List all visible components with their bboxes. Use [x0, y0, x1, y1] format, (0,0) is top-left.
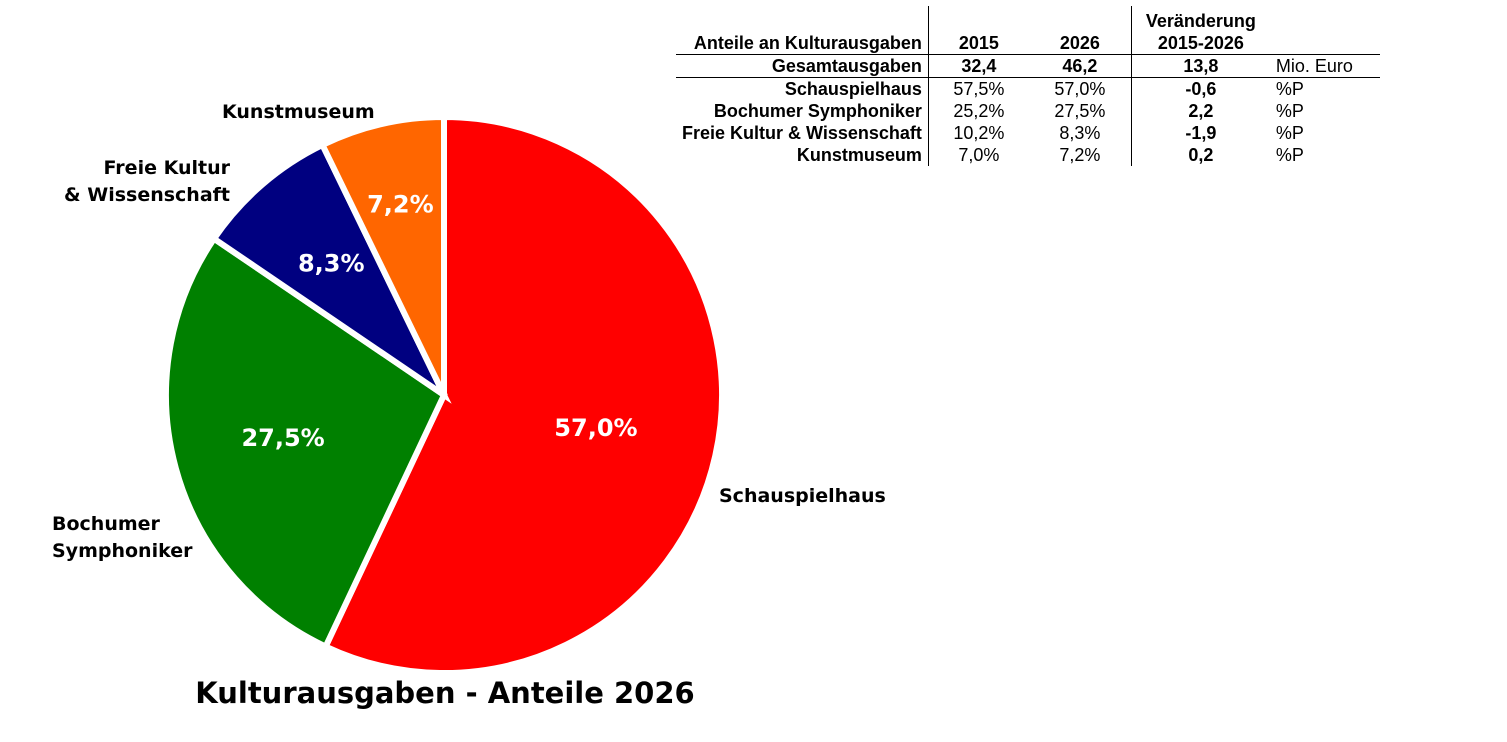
data-label-freie-kultur-wissenschaft: 8,3%	[298, 250, 365, 278]
table-header-row: Anteile an Kulturausgaben 2015 2026 Verä…	[676, 6, 1380, 55]
row-2015: 57,5%	[953, 79, 1005, 99]
pie-slice-kunstmuseum	[318, 113, 447, 397]
total-label: Gesamtausgaben	[676, 54, 929, 78]
total-2015: 32,4	[928, 54, 1029, 78]
category-label-symphoniker: Bochumer Symphoniker	[52, 513, 193, 562]
row-label: Bochumer Symphoniker	[676, 100, 929, 122]
row-change: -1,9	[1185, 123, 1217, 143]
category-label-kunstmuseum: Kunstmuseum	[222, 101, 375, 123]
total-unit: Mio. Euro	[1269, 54, 1380, 78]
data-label-bochumer-symphoniker: 27,5%	[241, 424, 324, 452]
row-label: Kunstmuseum	[676, 144, 929, 166]
row-change: 2,2	[1188, 101, 1214, 121]
row-2015: 7,0%	[958, 145, 1000, 165]
row-unit: %P	[1275, 123, 1304, 143]
total-2026: 46,2	[1028, 54, 1132, 78]
header-label: Anteile an Kulturausgaben	[676, 6, 929, 55]
header-change: Veränderung 2015-2026	[1131, 6, 1270, 55]
table-row: Schauspielhaus 57,5% 57,0% -0,6 %P	[676, 77, 1380, 100]
row-2026: 57,0%	[1028, 77, 1132, 100]
table-row: Kunstmuseum 7,0% 7,2% 0,2 %P	[676, 144, 1380, 166]
row-2026: 7,2%	[1028, 144, 1132, 166]
table-total-row: Gesamtausgaben 32,4 46,2 13,8 Mio. Euro	[676, 54, 1380, 78]
row-change: -0,6	[1185, 79, 1217, 99]
table-row: Freie Kultur & Wissenschaft 10,2% 8,3% -…	[676, 122, 1380, 144]
total-change: 13,8	[1131, 54, 1270, 78]
row-2026: 8,3%	[1028, 122, 1132, 144]
row-unit: %P	[1275, 79, 1304, 99]
header-unit	[1269, 6, 1380, 55]
summary-table: Anteile an Kulturausgaben 2015 2026 Verä…	[676, 6, 1380, 166]
data-label-kunstmuseum: 7,2%	[367, 190, 434, 218]
header-2015: 2015	[928, 6, 1029, 55]
row-2026: 27,5%	[1028, 100, 1132, 122]
header-2026: 2026	[1028, 6, 1132, 55]
table-row: Bochumer Symphoniker 25,2% 27,5% 2,2 %P	[676, 100, 1380, 122]
pie-chart: 57,0% 27,5% 8,3% 7,2%	[163, 113, 725, 676]
row-2015: 10,2%	[953, 123, 1005, 143]
chart-title: Kulturausgaben - Anteile 2026	[195, 676, 695, 710]
row-2015: 25,2%	[953, 101, 1005, 121]
pie-slice-freie-kultur-wissenschaft	[209, 140, 452, 404]
data-label-schauspielhaus: 57,0%	[554, 414, 637, 442]
pie-slice-schauspielhaus	[321, 113, 725, 676]
pie-slice-bochumer-symphoniker	[163, 234, 448, 651]
row-unit: %P	[1275, 145, 1304, 165]
row-label: Freie Kultur & Wissenschaft	[676, 122, 929, 144]
category-label-schauspielhaus: Schauspielhaus	[719, 485, 886, 507]
category-label-freie-kultur: Freie Kultur & Wissenschaft	[64, 157, 230, 206]
row-unit: %P	[1275, 101, 1304, 121]
row-label: Schauspielhaus	[676, 77, 929, 100]
row-change: 0,2	[1188, 145, 1214, 165]
